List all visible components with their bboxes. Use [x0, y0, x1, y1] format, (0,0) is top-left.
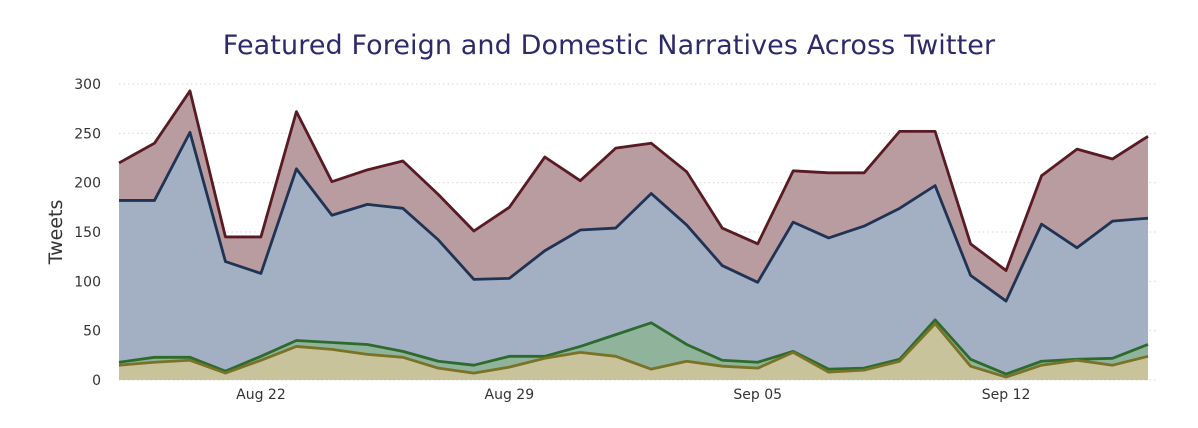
series-line-2: [118, 318, 1149, 376]
y-tick-label: 250: [74, 126, 101, 142]
y-tick-label: 100: [74, 274, 101, 290]
y-tick-label: 150: [74, 225, 101, 241]
chart-title: Featured Foreign and Domestic Narratives…: [222, 30, 996, 61]
x-tick-label: Sep 05: [733, 387, 782, 403]
series-line-0: [118, 89, 1149, 272]
y-axis-label: Tweets: [45, 200, 67, 266]
series-line-3: [118, 322, 1149, 379]
y-tick-label: 300: [74, 77, 101, 93]
line-layer: [118, 89, 1149, 379]
y-tick-label: 50: [83, 324, 101, 340]
x-tick-label: Aug 22: [236, 387, 286, 403]
series-line-1: [119, 130, 1149, 303]
x-tick-label: Aug 29: [485, 387, 535, 403]
area-layer: [119, 90, 1148, 380]
series-area-1: [119, 132, 1148, 380]
x-tick-label: Sep 12: [982, 387, 1031, 403]
y-tick-label: 0: [92, 373, 101, 389]
y-tick-labels: 0 50 100 150 200 250 300: [74, 77, 101, 389]
y-tick-label: 200: [74, 176, 101, 192]
x-tick-labels: Aug 22 Aug 29 Sep 05 Sep 12: [236, 387, 1030, 403]
series-area-3: [119, 323, 1148, 380]
